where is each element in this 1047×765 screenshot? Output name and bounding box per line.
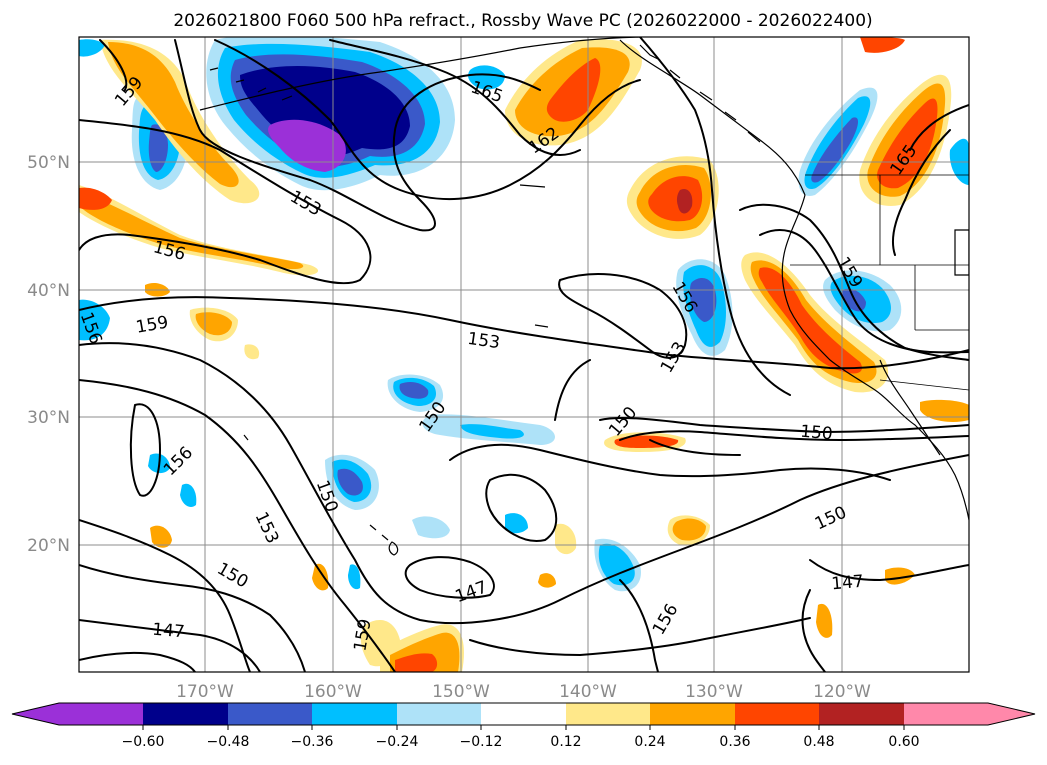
colorbar-segment: [566, 703, 650, 725]
lat-label-40n: 40°N: [27, 281, 70, 301]
colorbar-tick-label: 0.60: [888, 734, 919, 750]
lon-label-170w: 170°W: [176, 682, 234, 702]
colorbar-segment: [735, 703, 819, 725]
height-contours: [79, 37, 969, 672]
gridlines: [79, 37, 969, 672]
colorbar-segment: [143, 703, 228, 725]
colorbar-tick-label: 0.36: [719, 734, 750, 750]
colorbar-tick-label: 0.12: [550, 734, 581, 750]
map-frame: [78, 36, 970, 673]
colorbar-segment: [228, 703, 312, 725]
colorbar-tick-label: −0.48: [207, 734, 250, 750]
colorbar-tick-label: −0.12: [460, 734, 503, 750]
lon-label-150w: 150°W: [432, 682, 490, 702]
lon-label-130w: 130°W: [685, 682, 743, 702]
coastlines: [199, 37, 969, 556]
contour-label: 153: [466, 329, 501, 353]
colorbar: −0.60 −0.48 −0.36 −0.24 −0.12 0.12 0.24 …: [11, 702, 1036, 750]
map-panel: 159 165 162 165 153 156 159 156 159 156 …: [76, 36, 970, 673]
lat-label-30n: 30°N: [27, 408, 70, 428]
colorbar-segment: [312, 703, 397, 725]
lat-label-50n: 50°N: [27, 153, 70, 173]
colorbar-tick-label: 0.24: [634, 734, 665, 750]
colorbar-tick-label: −0.60: [122, 734, 165, 750]
lon-label-160w: 160°W: [304, 682, 362, 702]
latitude-labels: 50°N 40°N 30°N 20°N: [27, 153, 70, 556]
figure-title: 2026021800 F060 500 hPa refract., Rossby…: [173, 11, 872, 31]
colorbar-outline: [11, 702, 1036, 726]
lon-label-140w: 140°W: [559, 682, 617, 702]
colorbar-extend-low: [12, 703, 143, 725]
colorbar-tick-labels: −0.60 −0.48 −0.36 −0.24 −0.12 0.12 0.24 …: [122, 734, 920, 750]
colorbar-segment: [481, 703, 566, 725]
contour-label: 147: [151, 620, 185, 643]
colorbar-segment: [819, 703, 904, 725]
colorbar-tick-label: −0.24: [376, 734, 419, 750]
colorbar-segment: [397, 703, 481, 725]
lon-label-120w: 120°W: [813, 682, 871, 702]
political-borders: [790, 174, 969, 391]
colorbar-tick-label: −0.36: [291, 734, 334, 750]
contour-label: 150: [799, 422, 833, 445]
colorbar-segment: [650, 703, 735, 725]
colorbar-tick-label: 0.48: [803, 734, 834, 750]
longitude-labels: 170°W 160°W 150°W 140°W 130°W 120°W: [176, 682, 871, 702]
contour-label: 147: [831, 572, 865, 595]
colorbar-extend-high: [904, 703, 1035, 725]
colorbar-ticks: [142, 725, 905, 730]
lat-label-20n: 20°N: [27, 536, 70, 556]
